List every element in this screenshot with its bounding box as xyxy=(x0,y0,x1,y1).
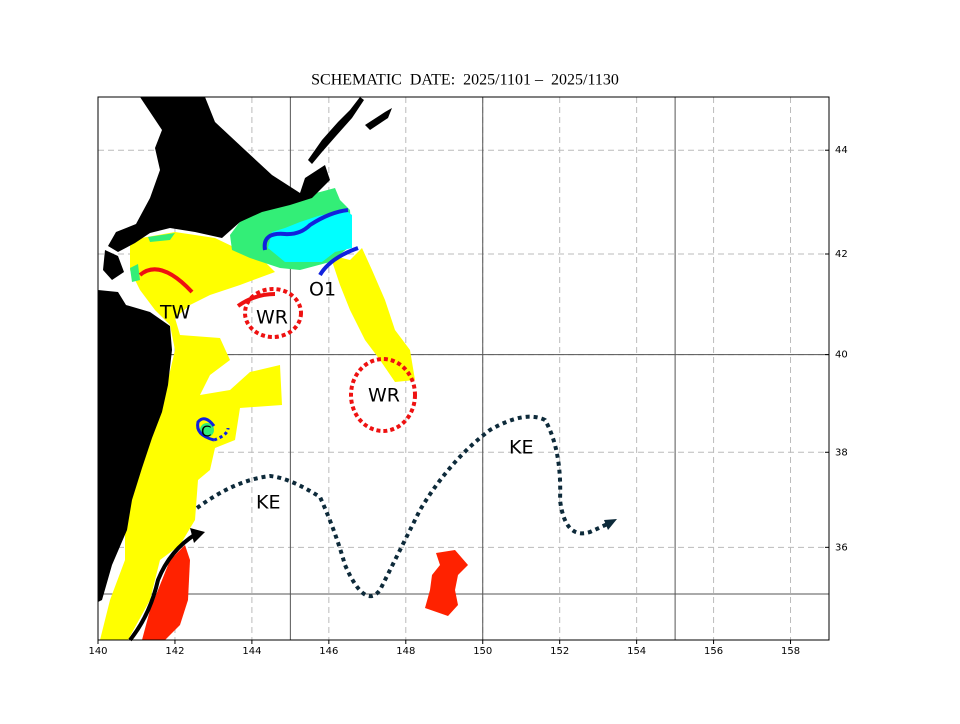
kuroshio xyxy=(128,532,198,642)
warm-area xyxy=(142,545,190,640)
region-label: C xyxy=(201,423,211,441)
land xyxy=(98,97,392,602)
land xyxy=(365,108,392,130)
warm-ring xyxy=(349,357,417,433)
x-tick-label: 156 xyxy=(704,646,723,657)
x-tick-label: 144 xyxy=(242,646,261,657)
fronts xyxy=(128,208,617,642)
land xyxy=(108,97,330,252)
x-tick-label: 146 xyxy=(319,646,338,657)
cold-ring xyxy=(213,427,230,442)
green-area xyxy=(130,264,140,282)
region-label: TW xyxy=(159,302,191,324)
arrow-head xyxy=(190,528,205,543)
x-tick-label: 158 xyxy=(781,646,800,657)
region-label: O1 xyxy=(309,279,336,301)
y-tick-label: 44 xyxy=(835,145,848,156)
cold-front xyxy=(262,208,349,251)
x-tick-label: 148 xyxy=(396,646,415,657)
region-label: WR xyxy=(256,307,288,329)
x-tick-label: 154 xyxy=(627,646,646,657)
green-area xyxy=(200,423,214,437)
map-title: SCHEMATIC DATE: 2025/1101 – 2025/1130 xyxy=(311,72,619,89)
y-tick-label: 36 xyxy=(835,542,848,553)
region-label: WR xyxy=(368,385,400,407)
x-tick-label: 142 xyxy=(165,646,184,657)
cyan-area xyxy=(268,210,352,262)
region-label: KE xyxy=(256,492,280,514)
arrow-head xyxy=(604,519,617,530)
warm-front xyxy=(236,292,276,308)
x-tick-label: 152 xyxy=(550,646,569,657)
warm-area xyxy=(425,550,468,616)
y-tick-label: 40 xyxy=(835,350,848,361)
yellow-area xyxy=(100,232,282,640)
yellow-area xyxy=(330,248,415,382)
warm-front xyxy=(138,267,194,294)
y-tick-label: 38 xyxy=(835,447,848,458)
green-area xyxy=(148,233,175,242)
x-tick-label: 140 xyxy=(88,646,107,657)
land xyxy=(103,250,124,280)
land xyxy=(308,97,364,164)
y-tick-label: 42 xyxy=(835,249,848,260)
labels: TW WR O1 WR C KE KE xyxy=(159,279,533,514)
x-tick-label: 150 xyxy=(473,646,492,657)
cold-ring xyxy=(196,417,216,442)
cold-front xyxy=(318,246,359,277)
warm-ring xyxy=(243,287,303,339)
region-label: KE xyxy=(509,437,533,459)
kuroshio-extension xyxy=(195,414,613,598)
frame xyxy=(97,96,830,641)
land xyxy=(98,290,172,602)
